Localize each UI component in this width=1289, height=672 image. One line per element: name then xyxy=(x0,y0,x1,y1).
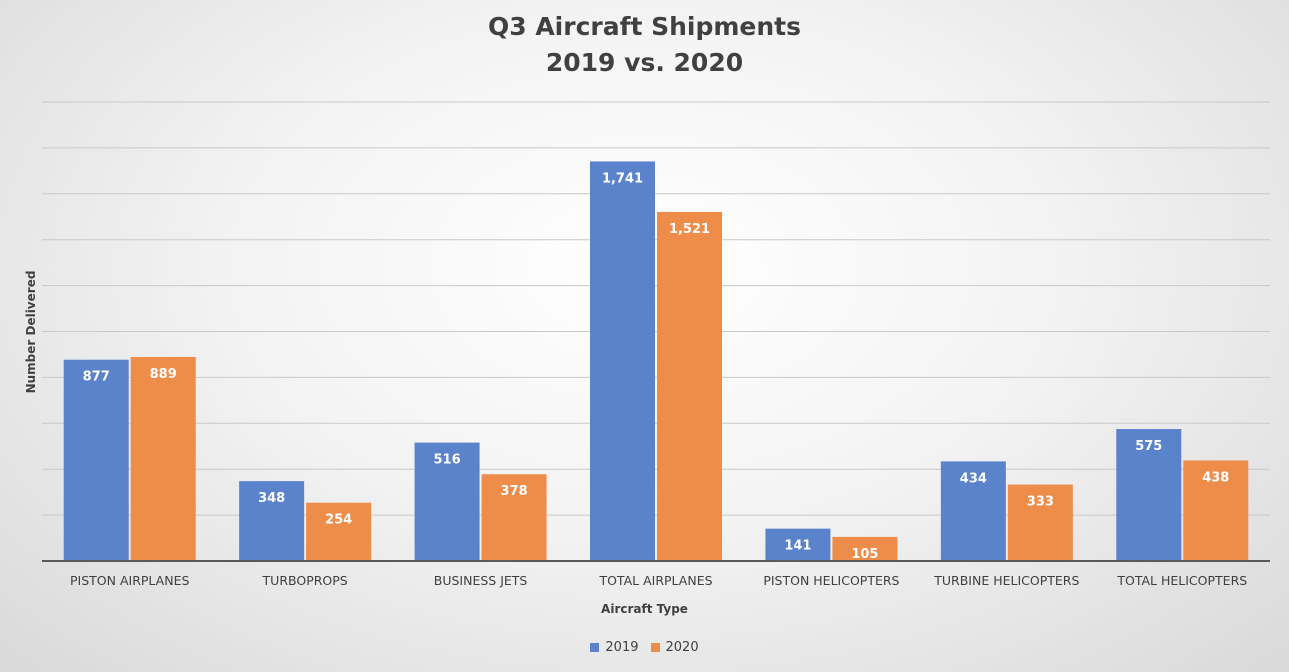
data-label-2020-4: 105 xyxy=(851,547,878,562)
x-tick-label: TURBINE HELICOPTERS xyxy=(933,573,1079,588)
x-tick-label: TURBOPROPS xyxy=(262,573,348,588)
gridlines xyxy=(42,101,1270,516)
bar-2020-2 xyxy=(481,474,547,561)
bar-2019-1 xyxy=(239,481,305,561)
data-label-2020-5: 333 xyxy=(1027,495,1054,510)
data-label-2019-4: 141 xyxy=(784,539,811,554)
bars xyxy=(63,161,1249,562)
bar-2020-5 xyxy=(1007,484,1073,561)
data-label-2019-6: 575 xyxy=(1135,439,1162,454)
x-tick-label: PISTON HELICOPTERS xyxy=(763,573,899,588)
legend-swatch-2020 xyxy=(650,643,660,652)
chart-subtitle: 2019 vs. 2020 xyxy=(545,48,744,77)
legend-swatch-2019 xyxy=(590,643,600,652)
data-label-2019-1: 348 xyxy=(258,491,285,506)
data-label-2020-3: 1,521 xyxy=(669,222,710,237)
bar-2019-3 xyxy=(590,161,655,562)
bar-2020-3 xyxy=(657,211,722,562)
data-label-2019-2: 516 xyxy=(434,453,461,468)
x-tick-label: BUSINESS JETS xyxy=(434,573,528,588)
data-label-2019-0: 877 xyxy=(83,370,110,385)
bar-2019-5 xyxy=(940,461,1006,561)
data-label-2020-1: 254 xyxy=(325,513,352,528)
legend-item-2019: 2019 xyxy=(590,640,639,655)
bar-2019-6 xyxy=(1116,429,1182,561)
bar-2020-6 xyxy=(1183,460,1249,561)
x-tick-labels: PISTON AIRPLANES TURBOPROPS BUSINESS JETS T… xyxy=(70,573,1247,588)
legend: 2019 2020 xyxy=(0,640,1289,655)
data-label-2020-2: 378 xyxy=(501,484,528,499)
x-axis-label: Aircraft Type xyxy=(601,602,688,616)
data-label-2020-0: 889 xyxy=(150,367,177,382)
bar-2020-0 xyxy=(130,356,196,561)
data-label-2019-5: 434 xyxy=(960,471,987,486)
data-label-2019-3: 1,741 xyxy=(602,171,643,186)
bar-2020-4 xyxy=(832,536,898,561)
legend-label-2019: 2019 xyxy=(605,640,639,655)
bar-2019-0 xyxy=(63,359,129,561)
data-label-2020-6: 438 xyxy=(1202,470,1229,485)
x-tick-label: TOTAL HELICOPTERS xyxy=(1116,573,1247,588)
x-tick-label: TOTAL AIRPLANES xyxy=(598,573,712,588)
bar-2019-2 xyxy=(414,442,480,561)
chart-title: Q3 Aircraft Shipments xyxy=(487,12,802,41)
x-tick-label: PISTON AIRPLANES xyxy=(70,573,189,588)
bar-2020-1 xyxy=(306,502,372,561)
bar-labels: 877 889 348 254 516 378 1,741 1,521 141 105 434 333… xyxy=(83,171,1230,561)
legend-label-2020: 2020 xyxy=(665,640,699,655)
legend-item-2020: 2020 xyxy=(650,640,699,655)
bar-2019-4 xyxy=(765,528,831,561)
